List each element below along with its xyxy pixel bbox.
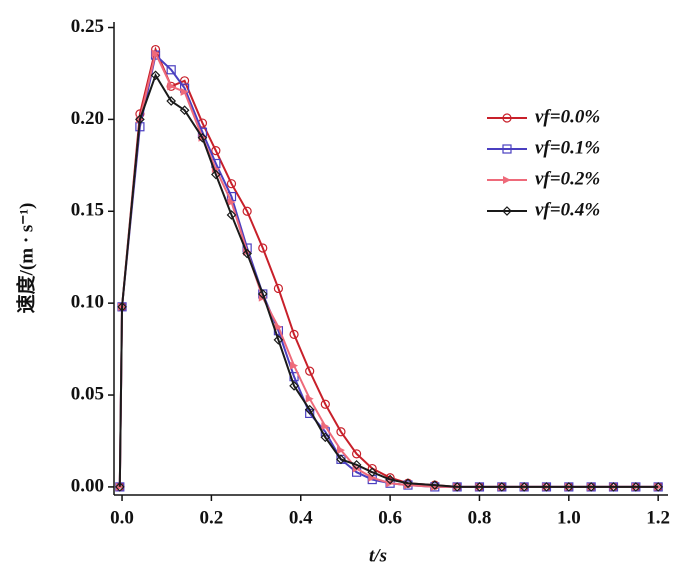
point: [367, 467, 378, 478]
point: [608, 482, 619, 492]
series-line: [118, 72, 659, 488]
point: [541, 482, 552, 492]
point: [289, 329, 299, 339]
point: [321, 422, 330, 431]
x-tick-label: 0.2: [200, 507, 224, 528]
point: [351, 449, 362, 459]
x-tick-label: 0.0: [110, 507, 134, 528]
point: [211, 146, 221, 156]
y-tick-label: 0.05: [71, 383, 104, 404]
point: [452, 482, 462, 492]
point: [258, 243, 268, 253]
point: [290, 361, 299, 370]
point: [242, 206, 252, 216]
point: [502, 144, 512, 154]
y-tick-label: 0.15: [71, 200, 104, 221]
point: [289, 380, 299, 391]
y-tick-label: 0.10: [71, 292, 104, 313]
legend-label: vf=0.2%: [535, 168, 600, 189]
point: [179, 105, 190, 116]
point: [496, 482, 507, 492]
point: [166, 96, 177, 106]
point: [304, 404, 315, 415]
point: [117, 301, 127, 312]
point: [403, 478, 413, 489]
point: [226, 179, 237, 189]
point: [336, 454, 346, 465]
point: [227, 198, 236, 207]
legend-label: vf=0.4%: [535, 199, 600, 220]
point: [257, 289, 268, 299]
point: [320, 432, 331, 443]
point: [305, 394, 314, 403]
x-tick-label: 1.0: [557, 507, 581, 528]
point: [273, 335, 284, 345]
point: [180, 87, 189, 96]
x-axis-label: t/s: [369, 545, 387, 566]
point: [630, 482, 641, 492]
point: [474, 482, 485, 492]
point: [519, 482, 529, 492]
y-tick-label: 0.20: [71, 108, 104, 129]
y-tick-label: 0.00: [71, 475, 104, 496]
point: [274, 323, 283, 332]
point: [586, 482, 597, 492]
point: [563, 482, 574, 492]
point: [167, 82, 176, 91]
y-axis-label: 速度/(m · s⁻¹): [14, 203, 37, 314]
point: [429, 480, 440, 490]
point: [242, 248, 252, 259]
point: [351, 460, 362, 470]
point: [305, 366, 315, 376]
point: [114, 482, 125, 492]
x-tick-label: 0.4: [289, 507, 313, 528]
legend-label: vf=0.0%: [535, 106, 600, 127]
point: [503, 176, 511, 184]
y-tick-label: 0.25: [71, 16, 104, 37]
point: [653, 482, 664, 492]
point: [273, 283, 284, 294]
point: [502, 113, 512, 123]
point: [211, 169, 221, 180]
point: [385, 474, 395, 485]
point: [336, 446, 345, 455]
x-tick-label: 1.2: [646, 507, 670, 528]
point: [502, 206, 512, 216]
x-tick-label: 0.6: [378, 507, 402, 528]
point: [151, 49, 160, 58]
point: [226, 210, 237, 220]
point: [179, 76, 190, 86]
point: [320, 399, 330, 409]
point: [166, 65, 176, 75]
legend-label: vf=0.1%: [535, 137, 600, 158]
point: [150, 70, 161, 81]
x-tick-label: 0.8: [468, 507, 492, 528]
point: [135, 114, 145, 125]
point: [368, 473, 377, 482]
point: [197, 132, 208, 143]
point: [336, 427, 346, 437]
